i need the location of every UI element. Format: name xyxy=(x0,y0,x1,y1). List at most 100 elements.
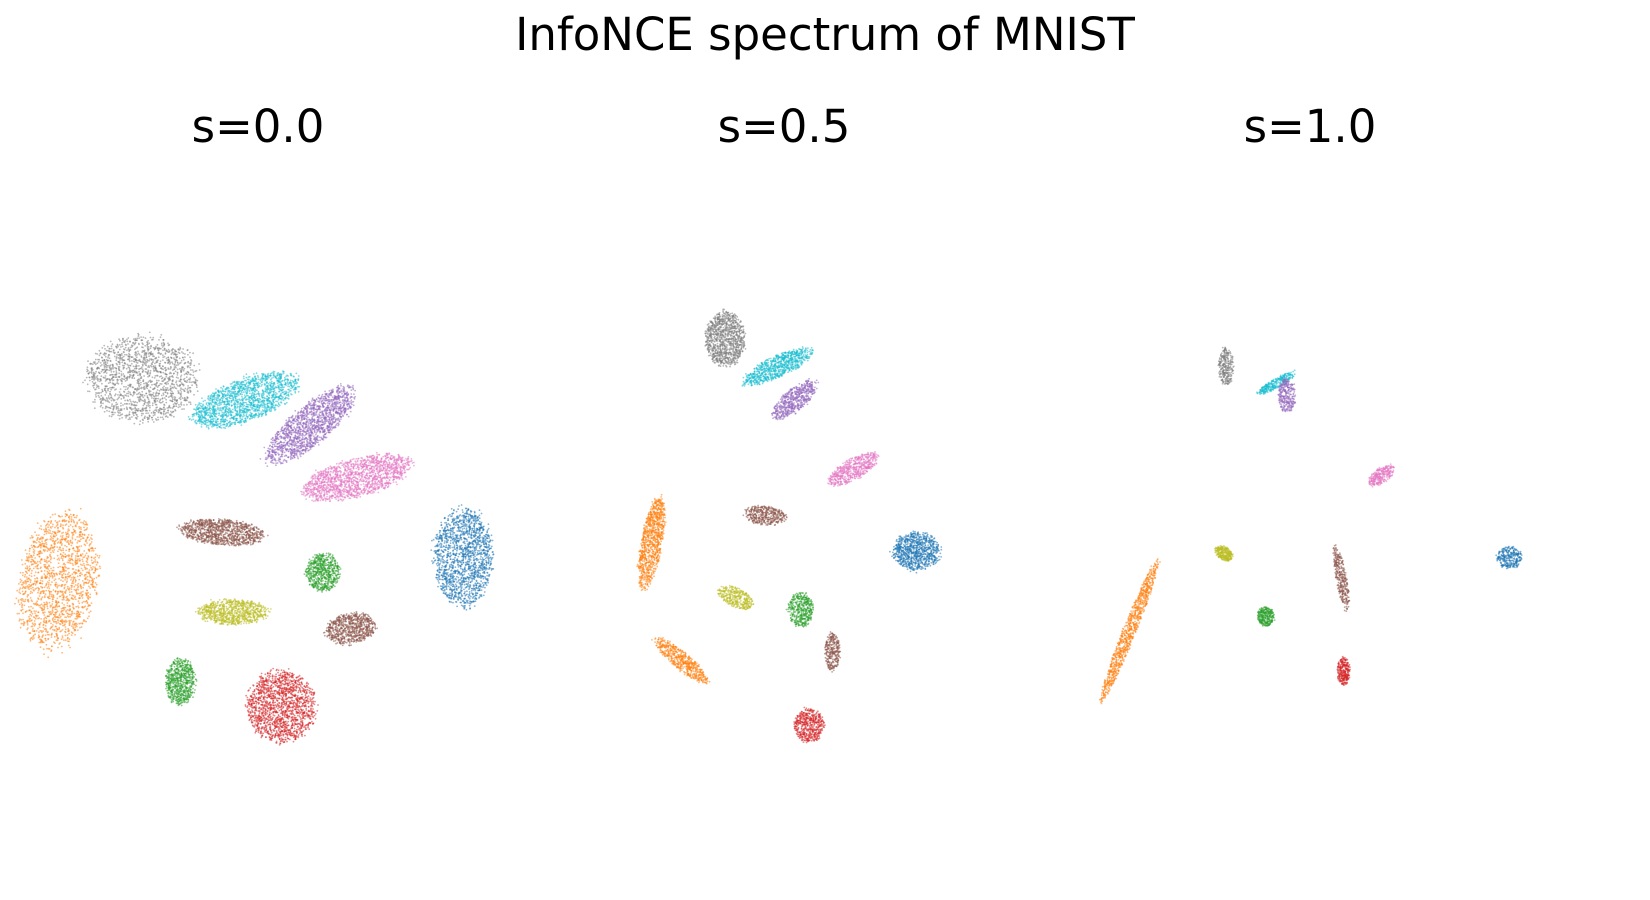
point xyxy=(164,367,166,370)
point xyxy=(328,393,330,395)
point xyxy=(245,399,247,401)
point xyxy=(330,426,332,429)
point xyxy=(164,352,167,354)
point xyxy=(243,397,246,399)
point xyxy=(292,436,295,439)
point xyxy=(226,400,229,403)
point xyxy=(300,419,303,422)
point xyxy=(287,456,290,459)
point xyxy=(285,432,288,435)
point xyxy=(285,430,288,433)
point xyxy=(174,370,177,373)
point xyxy=(108,366,111,369)
point xyxy=(299,432,302,435)
point xyxy=(254,384,257,387)
point xyxy=(194,378,197,381)
point xyxy=(303,434,306,437)
point xyxy=(306,445,309,448)
point xyxy=(100,370,103,373)
point xyxy=(171,350,174,352)
point xyxy=(280,441,283,444)
point xyxy=(91,381,94,383)
point xyxy=(319,439,321,442)
point xyxy=(340,410,343,412)
point xyxy=(149,371,152,374)
point xyxy=(99,352,102,355)
point xyxy=(176,361,179,364)
point xyxy=(117,406,119,408)
point xyxy=(224,418,227,420)
point xyxy=(149,406,151,409)
point xyxy=(233,384,236,386)
point xyxy=(315,420,318,423)
point xyxy=(112,351,115,353)
point xyxy=(295,437,298,440)
point xyxy=(104,347,106,350)
point xyxy=(190,369,192,371)
point xyxy=(210,398,212,400)
point xyxy=(311,398,314,401)
point xyxy=(260,395,263,397)
point xyxy=(334,426,337,429)
point xyxy=(259,405,262,408)
point xyxy=(292,388,295,391)
point xyxy=(103,364,106,367)
point xyxy=(143,352,146,355)
point xyxy=(328,400,331,403)
point xyxy=(154,418,157,420)
point xyxy=(311,400,313,402)
point xyxy=(205,407,207,410)
point xyxy=(328,408,331,411)
point xyxy=(273,452,276,454)
point xyxy=(269,374,272,377)
point xyxy=(134,337,137,340)
point xyxy=(172,348,175,351)
point xyxy=(107,364,109,367)
point xyxy=(127,395,130,398)
point xyxy=(304,428,306,430)
point xyxy=(295,372,298,375)
point xyxy=(165,375,168,378)
point xyxy=(300,444,303,447)
point xyxy=(340,412,343,415)
point xyxy=(190,359,192,361)
point xyxy=(242,409,245,412)
point xyxy=(184,353,186,355)
point xyxy=(156,386,159,388)
point xyxy=(264,458,267,461)
point xyxy=(295,450,298,453)
point xyxy=(243,411,246,414)
point xyxy=(117,409,120,412)
panel-title-3: s=1.0 xyxy=(1130,100,1490,153)
point xyxy=(147,366,149,368)
point xyxy=(213,398,216,401)
point xyxy=(272,462,275,464)
point xyxy=(100,400,103,402)
point xyxy=(332,390,334,392)
point xyxy=(159,407,161,410)
point xyxy=(142,419,145,422)
point xyxy=(189,366,191,369)
point xyxy=(284,444,287,446)
point xyxy=(314,421,316,423)
point xyxy=(326,399,329,402)
point xyxy=(314,433,317,436)
point xyxy=(128,374,131,376)
point xyxy=(160,367,163,370)
point xyxy=(164,377,166,380)
point xyxy=(170,414,173,417)
point xyxy=(115,362,118,365)
point xyxy=(154,347,157,350)
point xyxy=(200,402,202,405)
point xyxy=(217,406,219,409)
point xyxy=(319,411,321,414)
point xyxy=(101,406,104,409)
point xyxy=(265,382,268,385)
point xyxy=(131,376,134,379)
point xyxy=(151,416,153,419)
point xyxy=(127,347,130,349)
point xyxy=(245,392,248,395)
point xyxy=(245,373,248,376)
point xyxy=(94,372,97,375)
point xyxy=(277,438,280,441)
